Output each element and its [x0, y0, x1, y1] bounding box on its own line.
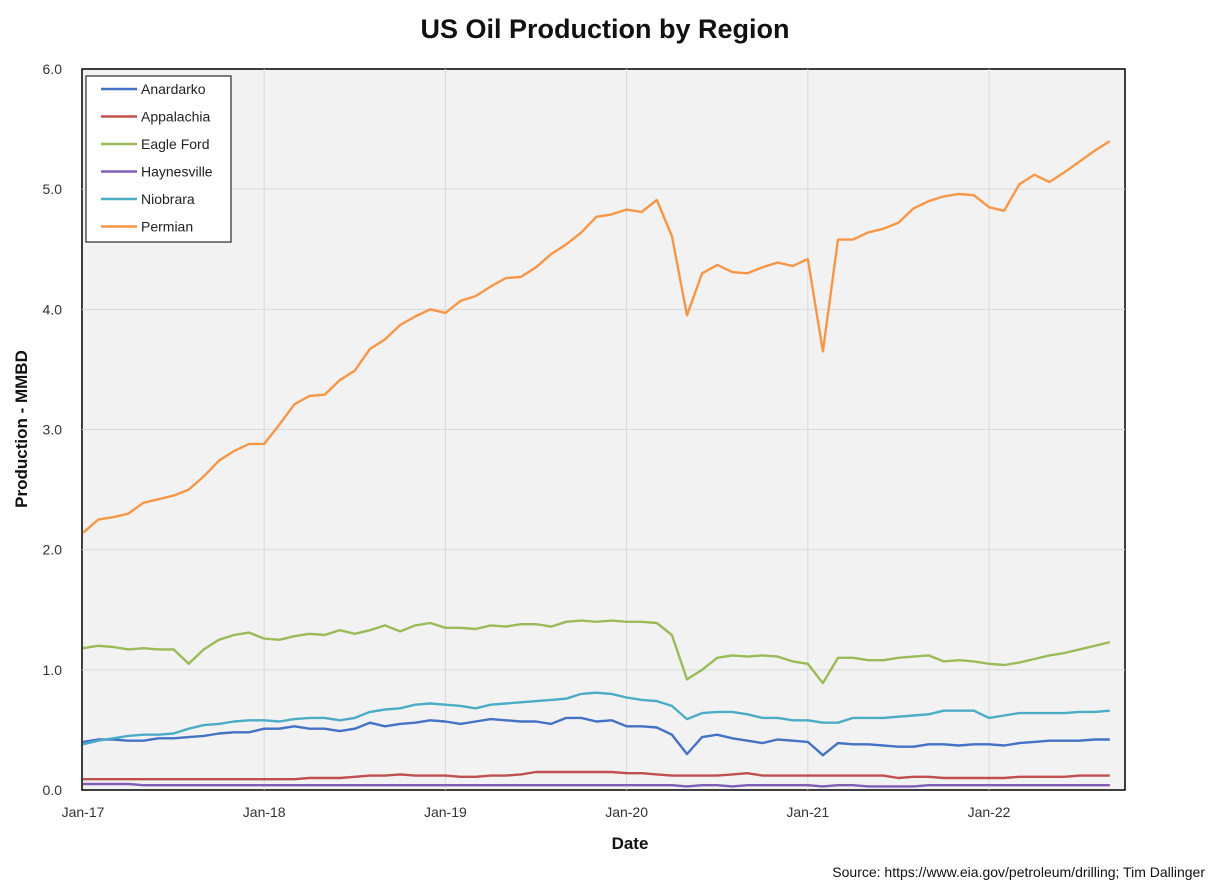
series-line-appalachia [83, 770, 1110, 781]
x-tick-label: Jan-17 [62, 804, 105, 820]
legend: Anardarko Appalachia Eagle Ford Haynesville… [85, 75, 232, 243]
y-tick-label: 1.0 [43, 662, 63, 678]
x-axis-label: Date [612, 834, 649, 853]
y-tick-label: 6.0 [43, 61, 63, 77]
x-tick-label: Jan-22 [968, 804, 1011, 820]
legend-label: Appalachia [141, 109, 210, 125]
series-line-niobrara [82, 691, 1110, 746]
legend-label: Haynesville [141, 164, 213, 180]
series-line-eagle-ford [82, 619, 1111, 685]
legend-box [85, 75, 232, 243]
x-tick-label: Jan-21 [786, 804, 829, 820]
legend-label: Anardarko [141, 81, 206, 97]
legend-label: Eagle Ford [141, 136, 209, 152]
x-tick-label: Jan-18 [243, 804, 286, 820]
series-line-permian [82, 140, 1111, 534]
y-axis-ticks: 0.0 1.0 2.0 3.0 4.0 5.0 6.0 [43, 61, 63, 798]
gridlines [82, 69, 1125, 790]
chart-title: US Oil Production by Region [420, 14, 789, 44]
y-axis-label: Production - MMBD [12, 350, 31, 508]
legend-label: Niobrara [141, 191, 195, 207]
y-tick-label: 5.0 [43, 181, 63, 197]
x-tick-label: Jan-19 [424, 804, 467, 820]
y-tick-label: 3.0 [43, 422, 63, 438]
y-tick-label: 4.0 [43, 301, 63, 317]
x-tick-label: Jan-20 [605, 804, 648, 820]
x-axis-ticks: Jan-17 Jan-18 Jan-19 Jan-20 Jan-21 Jan-22 [62, 804, 1011, 820]
series-line-haynesville [83, 782, 1110, 788]
y-tick-label: 2.0 [43, 542, 63, 558]
legend-label: Permian [141, 219, 193, 235]
series-lines [82, 140, 1111, 788]
y-tick-label: 0.0 [43, 782, 63, 798]
series-line-anardarko [82, 716, 1110, 757]
source-note: Source: https://www.eia.gov/petroleum/dr… [832, 864, 1205, 880]
